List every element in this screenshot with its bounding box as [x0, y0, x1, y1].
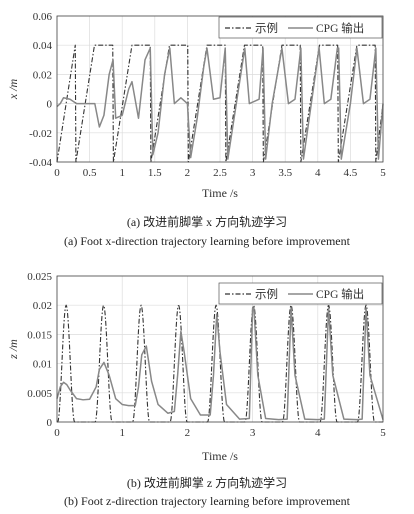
- chart-a-legend-label-cpg: CPG 输出: [316, 21, 364, 35]
- chart-b-x-tick-label: 4: [315, 427, 321, 439]
- chart-a-x-tick-label: 4.5: [344, 167, 358, 179]
- chart-a-x-tick-label: 1: [119, 167, 125, 179]
- chart-b-series-cpg-output-line: [56, 307, 384, 421]
- chart-a-caption-cn: (a) 改进前脚掌 x 方向轨迹学习: [127, 214, 287, 229]
- chart-a-y-tick-label: 0: [47, 99, 53, 111]
- chart-b-x-tick-label: 3: [250, 427, 256, 439]
- chart-b-legend: 示例 CPG 输出: [218, 282, 383, 305]
- chart-a-y-tick-label: 0.02: [33, 69, 52, 81]
- chart-b-series: [56, 304, 384, 423]
- chart-a-y-tick-label: -0.02: [29, 128, 52, 140]
- chart-a-series-cpg-output-line: [56, 47, 384, 160]
- chart-b-y-tick-label: 0.01: [33, 359, 52, 371]
- chart-b-caption-en: (b) Foot z-direction trajectory learning…: [64, 494, 351, 508]
- chart-a-y-tick-label: -0.04: [29, 157, 52, 169]
- chart-b-legend-label-example: 示例: [255, 287, 278, 301]
- chart-b-x-label: Time /s: [202, 449, 238, 463]
- chart-b-y-tick-label: 0.015: [27, 329, 52, 341]
- chart-b-y-ticks: 0 0.005 0.01 0.015 0.02 0.025: [27, 271, 52, 429]
- chart-a-x-tick-label: 3.5: [278, 167, 292, 179]
- chart-a-x-tick-label: 2.5: [213, 167, 227, 179]
- chart-a-y-tick-label: 0.06: [33, 11, 53, 23]
- chart-a-x-tick-label: 0.5: [83, 167, 97, 179]
- chart-a-x-tick-label: 0: [54, 167, 60, 179]
- chart-a: 0 0.5 1 1.5 2 2.5 3 3.5 4 4.5 5 -0.04 -0.02 0 0.02 0.0…: [6, 11, 386, 248]
- chart-a-series: [56, 44, 384, 163]
- chart-b-y-tick-label: 0.02: [33, 300, 52, 312]
- chart-a-x-tick-label: 4: [315, 167, 321, 179]
- chart-a-legend-label-example: 示例: [255, 21, 278, 35]
- chart-b-y-tick-label: 0.025: [27, 271, 52, 283]
- chart-b-legend-label-cpg: CPG 输出: [316, 287, 364, 301]
- chart-b-x-ticks: 0 1 2 3 4 5: [54, 427, 386, 439]
- chart-b-frame: [56, 275, 384, 423]
- chart-b-y-tick-label: 0: [47, 417, 53, 429]
- chart-a-x-label: Time /s: [202, 186, 238, 200]
- chart-a-series-example-line: [56, 44, 384, 163]
- chart-b-y-tick-label: 0.005: [27, 388, 52, 400]
- chart-a-y-ticks: -0.04 -0.02 0 0.02 0.04 0.06: [29, 11, 52, 169]
- chart-b-caption-cn: (b) 改进前脚掌 z 方向轨迹学习: [127, 475, 287, 490]
- chart-a-legend: 示例 CPG 输出: [218, 16, 383, 39]
- chart-b-x-tick-label: 2: [185, 427, 191, 439]
- chart-a-x-ticks: 0 0.5 1 1.5 2 2.5 3 3.5 4 4.5 5: [54, 167, 386, 179]
- chart-a-y-tick-label: 0.04: [33, 40, 53, 52]
- chart-a-x-tick-label: 2: [185, 167, 191, 179]
- chart-a-x-tick-label: 1.5: [148, 167, 162, 179]
- chart-a-x-tick-label: 5: [380, 167, 386, 179]
- chart-b-x-tick-label: 0: [54, 427, 60, 439]
- chart-b-x-tick-label: 1: [119, 427, 125, 439]
- chart-a-caption-en: (a) Foot x-direction trajectory learning…: [64, 234, 351, 248]
- chart-a-x-tick-label: 3: [250, 167, 256, 179]
- chart-a-y-label: x /m: [6, 79, 20, 101]
- chart-b-y-label: z /m: [6, 339, 20, 360]
- chart-a-frame: [56, 15, 384, 163]
- chart-b-x-tick-label: 5: [380, 427, 386, 439]
